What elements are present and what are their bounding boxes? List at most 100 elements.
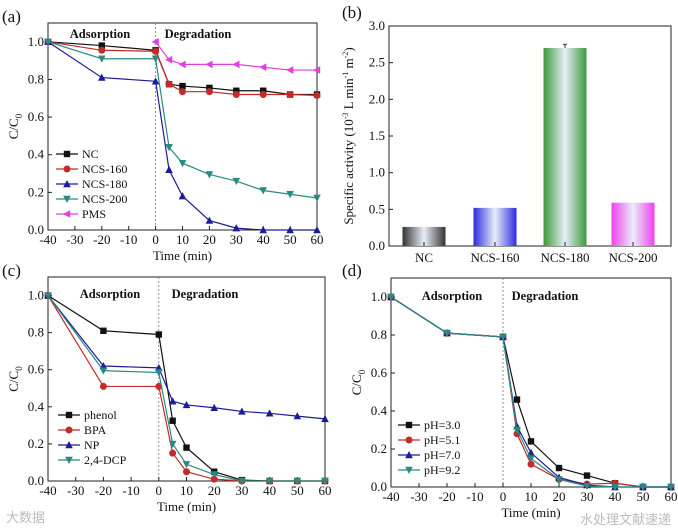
data-point <box>265 409 274 417</box>
x-tick-label: -10 <box>466 489 483 504</box>
x-tick-label: -10 <box>120 232 137 247</box>
x-tick-label: 50 <box>637 489 650 504</box>
y-axis-label: C/C0 <box>6 113 24 139</box>
series-line <box>47 295 326 420</box>
x-tick-label: 30 <box>235 483 248 498</box>
data-point <box>527 460 535 468</box>
legend-label: PMS <box>82 207 106 221</box>
region-label: Degradation <box>165 27 232 41</box>
panel-d: (d) Adsorption Degradation -40 -30 -20 -10 0 10 2… <box>342 261 678 520</box>
data-point <box>205 171 214 179</box>
panel-label: (a) <box>2 7 21 26</box>
data-point <box>169 449 177 457</box>
data-point <box>151 38 159 46</box>
x-axis-label: Time (min) <box>153 248 212 263</box>
legend-marker <box>63 165 71 173</box>
x-tick-label: 0 <box>156 483 163 498</box>
y-tick-label: 2.5 <box>369 55 385 70</box>
x-tick-label: -40 <box>382 489 399 504</box>
legend-marker <box>65 426 73 434</box>
data-point <box>259 91 267 99</box>
x-tick-label: -40 <box>39 232 56 247</box>
bar-NCS-180 <box>543 48 587 246</box>
y-axis-label-part: Specific activity (10 <box>341 119 356 224</box>
x-tick-label: 0 <box>152 232 159 247</box>
data-point <box>178 159 187 168</box>
data-point <box>165 80 173 88</box>
y-axis-label: Specific activity (10-3 L min-1 m-2) <box>341 47 356 224</box>
data-point <box>152 47 160 55</box>
data-point <box>178 60 186 69</box>
series-pH=9.2 <box>387 293 675 491</box>
series-NP <box>44 291 329 423</box>
data-point <box>260 87 267 94</box>
legend-label: NCS-180 <box>82 177 127 191</box>
data-point <box>527 455 535 463</box>
x-tick-label: 50 <box>284 232 297 247</box>
data-point <box>259 63 267 72</box>
y-axis-label-sub: 0 <box>14 113 24 118</box>
data-point <box>169 417 176 424</box>
data-point <box>182 400 191 409</box>
data-point <box>265 477 274 485</box>
y-tick-label: 0.8 <box>371 327 387 342</box>
data-point <box>205 216 214 224</box>
x-tick-label: 20 <box>203 232 216 247</box>
region-label: Adsorption <box>422 289 482 303</box>
data-point <box>513 396 521 403</box>
y-tick-label: 0.0 <box>28 222 44 237</box>
data-point <box>168 397 177 405</box>
data-point <box>165 165 173 173</box>
x-axis-label: Time (min) <box>501 505 560 520</box>
y-tick-label: 0.0 <box>369 238 385 253</box>
x-tick-label: 20 <box>553 489 566 504</box>
y-tick-label: 1.0 <box>28 288 44 303</box>
x-tick-label: -40 <box>39 483 56 498</box>
data-point <box>98 73 106 81</box>
region-label: Adsorption <box>70 27 130 41</box>
data-point <box>100 327 107 334</box>
panel-label: (b) <box>342 3 362 22</box>
data-point <box>232 224 241 232</box>
data-point <box>165 144 173 152</box>
data-point <box>313 194 321 203</box>
x-tick-label: 40 <box>609 489 622 504</box>
region-label: Degradation <box>172 287 239 301</box>
y-tick-label: 1.0 <box>28 34 44 49</box>
legend-label: phenol <box>84 408 117 422</box>
x-tick-label: NC <box>415 250 433 265</box>
series-NCS-180 <box>44 37 321 234</box>
legend-label: NC <box>82 147 99 161</box>
x-tick-label: -20 <box>95 483 112 498</box>
data-point <box>232 60 240 69</box>
y-axis-label-part: -1 <box>341 72 350 79</box>
panel-label: (c) <box>2 261 21 280</box>
data-point <box>233 87 240 94</box>
data-point <box>286 191 294 199</box>
y-tick-label: 0.2 <box>371 441 387 456</box>
legend-label: pH=9.2 <box>424 463 460 477</box>
data-point <box>313 91 321 99</box>
watermark: 水处理文献速递 <box>580 512 671 527</box>
legend-marker <box>65 411 73 419</box>
y-tick-label: 0.8 <box>28 325 44 340</box>
x-tick-label: 30 <box>581 489 594 504</box>
y-tick-label: 0.4 <box>28 399 45 414</box>
legend-label: NCS-160 <box>82 162 127 176</box>
data-point <box>206 84 213 92</box>
y-tick-label: 0.5 <box>369 201 385 216</box>
y-tick-label: 0.8 <box>28 71 44 86</box>
y-axis-label-sub: 0 <box>14 366 24 371</box>
data-point <box>555 476 563 484</box>
data-point <box>182 461 191 469</box>
x-tick-label: 60 <box>319 483 332 498</box>
series-line <box>47 41 318 199</box>
x-tick-label: 10 <box>176 232 189 247</box>
legend-marker <box>405 451 413 459</box>
x-tick-label: 20 <box>208 483 221 498</box>
legend-label: BPA <box>84 423 107 437</box>
bar-NC <box>402 226 446 246</box>
legend-marker <box>63 210 71 218</box>
data-point <box>155 369 163 377</box>
legend-label: NCS-200 <box>82 192 127 206</box>
